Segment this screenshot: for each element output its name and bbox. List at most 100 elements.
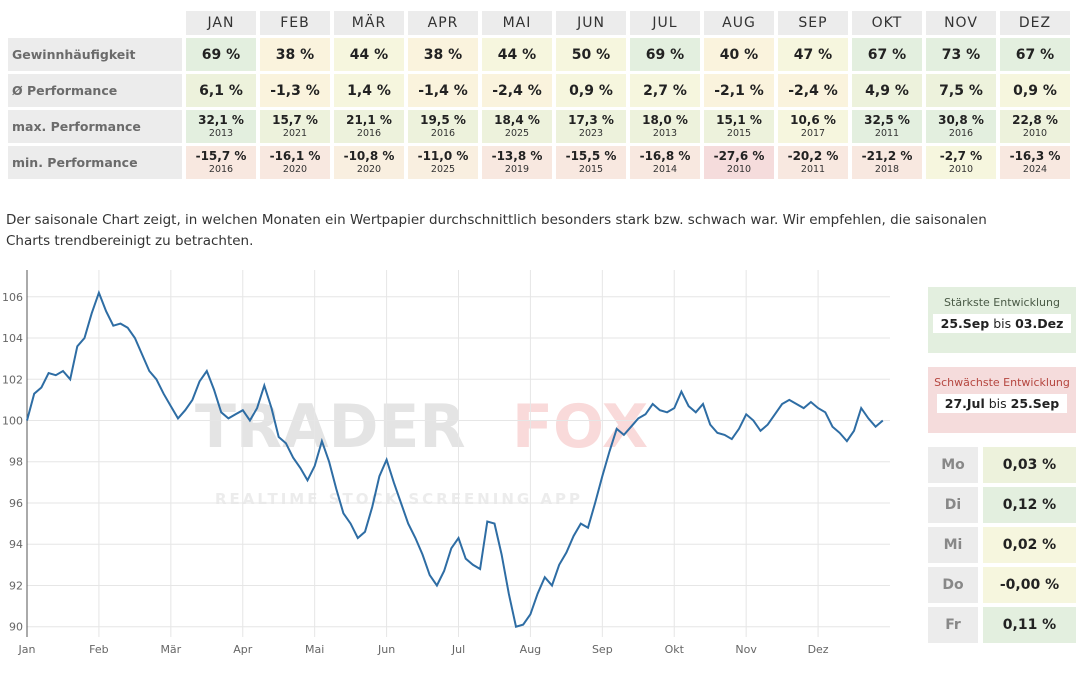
- cell-year: 2020: [356, 164, 382, 175]
- cell-year: 2023: [578, 128, 604, 139]
- max-performance-cell: 32,5 % 2011: [852, 110, 922, 143]
- y-axis-ticks: 90 92 94 96 98 100 102 104 106: [2, 291, 23, 634]
- cell-value: 32,1 %: [198, 113, 244, 127]
- avg-performance-cell: -1,3 %: [260, 74, 330, 107]
- cell-year: 2010: [948, 164, 974, 175]
- row-label-win-rate: Gewinnhäufigkeit: [8, 38, 182, 71]
- month-header: JAN: [186, 11, 256, 35]
- watermark-tagline: REALTIME STOCK SCREENING APP: [215, 490, 583, 508]
- min-performance-cell: -27,6 % 2010: [704, 146, 774, 179]
- month-header: SEP: [778, 11, 848, 35]
- row-label-min-performance: min. Performance: [8, 146, 182, 179]
- month-header: JUN: [556, 11, 626, 35]
- min-performance-cell: -11,0 % 2025: [408, 146, 478, 179]
- weekday-row-mi: Mi 0,02 %: [928, 527, 1076, 563]
- cell-year: 2013: [208, 128, 234, 139]
- avg-performance-cell: 0,9 %: [1000, 74, 1070, 107]
- cell-value: -11,0 %: [417, 149, 469, 163]
- traderfox-watermark: TRADER FOX REALTIME STOCK SCREENING APP: [195, 392, 648, 508]
- cell-value: -16,8 %: [639, 149, 691, 163]
- x-tick-label: Jan: [18, 643, 36, 656]
- max-performance-cell: 22,8 % 2010: [1000, 110, 1070, 143]
- x-tick-label: Aug: [520, 643, 541, 656]
- y-tick-label: 106: [2, 291, 23, 304]
- weekday-label: Do: [928, 567, 978, 603]
- cell-value: -15,5 %: [565, 149, 617, 163]
- x-axis-ticks: Jan Feb Mär Apr Mai Jun Jul Aug Sep Okt Nov Dez: [18, 643, 829, 656]
- cell-value: 32,5 %: [864, 113, 910, 127]
- avg-performance-cell: -2,4 %: [482, 74, 552, 107]
- cell-year: 2015: [726, 128, 752, 139]
- x-tick-label: Nov: [735, 643, 757, 656]
- win-rate-cell: 73 %: [926, 38, 996, 71]
- cell-value: -20,2 %: [787, 149, 839, 163]
- max-performance-cell: 19,5 % 2016: [408, 110, 478, 143]
- cell-value: 30,8 %: [938, 113, 984, 127]
- y-tick-label: 90: [9, 621, 23, 634]
- x-tick-label: Jun: [377, 643, 395, 656]
- win-rate-cell: 67 %: [1000, 38, 1070, 71]
- cell-value: 15,7 %: [272, 113, 318, 127]
- cell-value: 18,0 %: [642, 113, 688, 127]
- cell-value: -27,6 %: [713, 149, 765, 163]
- max-performance-cell: 10,6 % 2017: [778, 110, 848, 143]
- strongest-from: 25.Sep: [940, 316, 990, 331]
- min-performance-cell: -16,1 % 2020: [260, 146, 330, 179]
- min-performance-cell: -2,7 % 2010: [926, 146, 996, 179]
- cell-year: 2014: [652, 164, 678, 175]
- max-performance-cell: 17,3 % 2023: [556, 110, 626, 143]
- month-header: OKT: [852, 11, 922, 35]
- avg-performance-cell: 0,9 %: [556, 74, 626, 107]
- y-tick-label: 96: [9, 497, 23, 510]
- win-rate-row: Gewinnhäufigkeit 69 % 38 % 44 % 38 % 44 …: [8, 38, 1070, 71]
- min-performance-cell: -20,2 % 2011: [778, 146, 848, 179]
- weekday-value: 0,12 %: [983, 487, 1076, 523]
- avg-performance-cell: 4,9 %: [852, 74, 922, 107]
- x-tick-label: Mär: [160, 643, 181, 656]
- avg-performance-cell: 1,4 %: [334, 74, 404, 107]
- weekday-value: 0,03 %: [983, 447, 1076, 483]
- weekday-label: Mo: [928, 447, 978, 483]
- weakest-title: Schwächste Entwicklung: [934, 376, 1070, 389]
- weekday-label: Fr: [928, 607, 978, 643]
- cell-year: 2011: [874, 128, 900, 139]
- weakest-sep: bis: [988, 396, 1007, 411]
- cell-value: 19,5 %: [420, 113, 466, 127]
- cell-value: 15,1 %: [716, 113, 762, 127]
- y-tick-label: 98: [9, 456, 23, 469]
- x-tick-label: Sep: [592, 643, 613, 656]
- cell-value: -13,8 %: [491, 149, 543, 163]
- cell-year: 2013: [652, 128, 678, 139]
- y-tick-label: 102: [2, 373, 23, 386]
- cell-value: -16,1 %: [269, 149, 321, 163]
- weakest-to: 25.Sep: [1010, 396, 1060, 411]
- weekday-row-di: Di 0,12 %: [928, 487, 1076, 523]
- min-performance-cell: -15,5 % 2015: [556, 146, 626, 179]
- cell-year: 2025: [430, 164, 456, 175]
- min-performance-cell: -10,8 % 2020: [334, 146, 404, 179]
- weekday-row-do: Do -0,00 %: [928, 567, 1076, 603]
- strongest-period-box: Stärkste Entwicklung 25.Sep bis 03.Dez: [928, 287, 1076, 353]
- min-performance-cell: -21,2 % 2018: [852, 146, 922, 179]
- month-header-row: JAN FEB MÄR APR MAI JUN JUL AUG SEP OKT …: [8, 11, 1070, 35]
- seasonal-line-chart: TRADER FOX REALTIME STOCK SCREENING APP …: [2, 270, 890, 656]
- win-rate-cell: 50 %: [556, 38, 626, 71]
- cell-value: -2,7 %: [939, 149, 983, 163]
- win-rate-cell: 44 %: [334, 38, 404, 71]
- win-rate-cell: 44 %: [482, 38, 552, 71]
- month-header: NOV: [926, 11, 996, 35]
- cell-year: 2015: [578, 164, 604, 175]
- win-rate-cell: 67 %: [852, 38, 922, 71]
- weekday-value: 0,02 %: [983, 527, 1076, 563]
- strongest-to: 03.Dez: [1015, 316, 1064, 331]
- max-performance-cell: 21,1 % 2016: [334, 110, 404, 143]
- max-performance-cell: 15,7 % 2021: [260, 110, 330, 143]
- cell-year: 2018: [874, 164, 900, 175]
- weekday-label: Di: [928, 487, 978, 523]
- weekday-row-fr: Fr 0,11 %: [928, 607, 1076, 643]
- weekday-value: -0,00 %: [983, 567, 1076, 603]
- x-tick-label: Feb: [89, 643, 108, 656]
- max-performance-cell: 15,1 % 2015: [704, 110, 774, 143]
- cell-year: 2025: [504, 128, 530, 139]
- month-header: MÄR: [334, 11, 404, 35]
